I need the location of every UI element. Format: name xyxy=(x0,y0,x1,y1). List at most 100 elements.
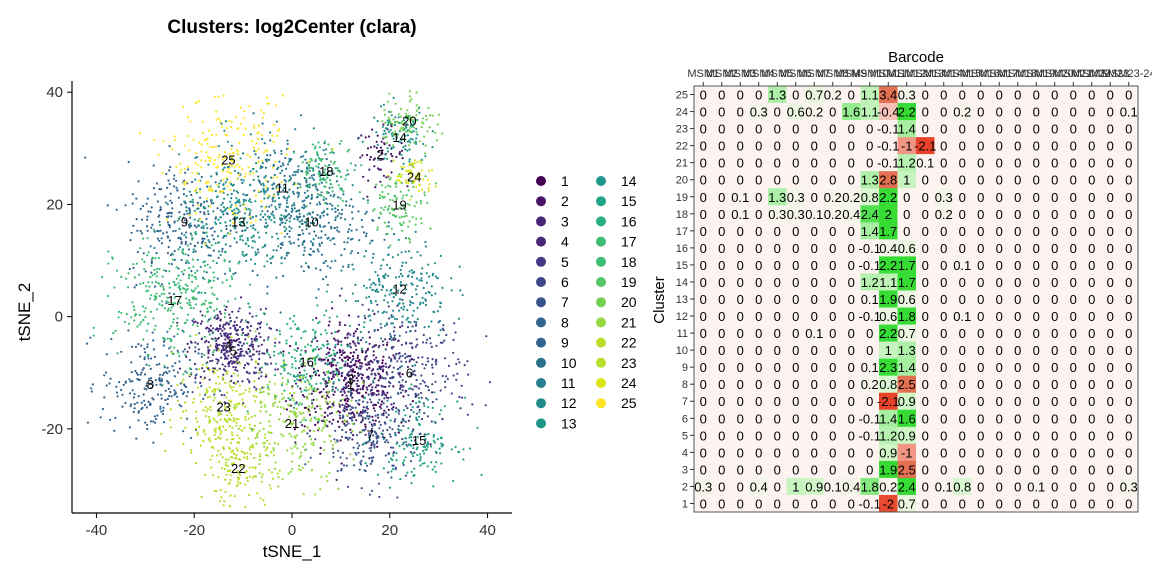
scatter-point xyxy=(305,262,307,264)
scatter-point xyxy=(245,199,247,201)
scatter-point xyxy=(244,427,246,429)
scatter-point xyxy=(222,426,224,428)
scatter-point xyxy=(298,468,300,470)
scatter-point xyxy=(287,381,289,383)
legend-swatch xyxy=(536,358,546,368)
scatter-point xyxy=(359,156,361,158)
legend-swatch xyxy=(536,297,546,307)
scatter-point xyxy=(366,196,368,198)
legend-swatch xyxy=(596,297,606,307)
scatter-point xyxy=(360,411,362,413)
scatter-point xyxy=(288,226,290,228)
scatter-point xyxy=(219,216,221,218)
scatter-point xyxy=(213,294,215,296)
scatter-point xyxy=(409,131,411,133)
scatter-point xyxy=(215,110,217,112)
scatter-point xyxy=(343,365,345,367)
scatter-point xyxy=(215,190,217,192)
scatter-point xyxy=(163,289,165,291)
scatter-point xyxy=(343,464,345,466)
scatter-point xyxy=(143,348,145,350)
scatter-point xyxy=(201,337,203,339)
legend-swatch xyxy=(596,237,606,247)
scatter-point xyxy=(382,356,384,358)
scatter-point xyxy=(383,142,385,144)
scatter-point xyxy=(431,146,433,148)
legend: 1234567891011121314151617181920212223242… xyxy=(536,173,637,431)
scatter-point xyxy=(136,218,138,220)
scatter-point xyxy=(222,378,224,380)
scatter-point xyxy=(348,228,350,230)
scatter-point xyxy=(412,216,414,218)
scatter-point xyxy=(84,156,86,158)
scatter-point xyxy=(384,114,386,116)
scatter-point xyxy=(286,219,288,221)
scatter-point xyxy=(195,152,197,154)
scatter-point xyxy=(137,343,139,345)
scatter-point xyxy=(352,423,354,425)
scatter-point xyxy=(111,256,113,258)
scatter-point xyxy=(332,359,334,361)
scatter-point xyxy=(462,448,464,450)
scatter-point xyxy=(86,343,88,345)
scatter-point xyxy=(153,247,155,249)
scatter-point xyxy=(383,130,385,132)
scatter-point xyxy=(249,105,251,107)
scatter-point xyxy=(159,224,161,226)
legend-swatch xyxy=(536,257,546,267)
cluster-label: 19 xyxy=(392,197,406,212)
scatter-point xyxy=(124,204,126,206)
scatter-point xyxy=(219,311,221,313)
scatter-point xyxy=(339,456,341,458)
scatter-point xyxy=(318,428,320,430)
scatter-point xyxy=(204,315,206,317)
scatter-point xyxy=(299,221,301,223)
scatter-point xyxy=(211,199,213,201)
scatter-point xyxy=(340,176,342,178)
scatter-point xyxy=(200,159,202,161)
scatter-point xyxy=(212,271,214,273)
scatter-point xyxy=(390,160,392,162)
scatter-point xyxy=(180,204,182,206)
scatter-point xyxy=(147,357,149,359)
scatter-point xyxy=(324,416,326,418)
chart-title: Clusters: log2Center (clara) xyxy=(167,17,416,38)
scatter-point xyxy=(398,173,400,175)
scatter-point xyxy=(235,418,237,420)
scatter-point xyxy=(179,237,181,239)
scatter-point xyxy=(415,417,417,419)
scatter-point xyxy=(398,357,400,359)
scatter-point xyxy=(316,346,318,348)
scatter-point xyxy=(377,414,379,416)
scatter-point xyxy=(421,280,423,282)
scatter-point xyxy=(186,210,188,212)
scatter-point xyxy=(233,452,235,454)
scatter-point xyxy=(333,438,335,440)
scatter-point xyxy=(162,140,164,142)
scatter-point xyxy=(265,232,267,234)
scatter-point xyxy=(324,421,326,423)
scatter-point xyxy=(228,168,230,170)
scatter-point xyxy=(368,331,370,333)
scatter-point xyxy=(192,201,194,203)
scatter-point xyxy=(337,450,339,452)
scatter-point xyxy=(193,318,195,320)
scatter-point xyxy=(272,167,274,169)
scatter-point xyxy=(420,254,422,256)
scatter-point xyxy=(324,153,326,155)
scatter-point xyxy=(275,363,277,365)
scatter-point xyxy=(415,218,417,220)
scatter-point xyxy=(391,428,393,430)
scatter-point xyxy=(185,243,187,245)
scatter-point xyxy=(317,322,319,324)
scatter-point xyxy=(162,286,164,288)
scatter-point xyxy=(408,140,410,142)
scatter-point xyxy=(353,335,355,337)
scatter-point xyxy=(244,176,246,178)
scatter-point xyxy=(254,415,256,417)
scatter-point xyxy=(300,156,302,158)
scatter-point xyxy=(182,443,184,445)
scatter-point xyxy=(264,207,266,209)
scatter-point xyxy=(295,342,297,344)
